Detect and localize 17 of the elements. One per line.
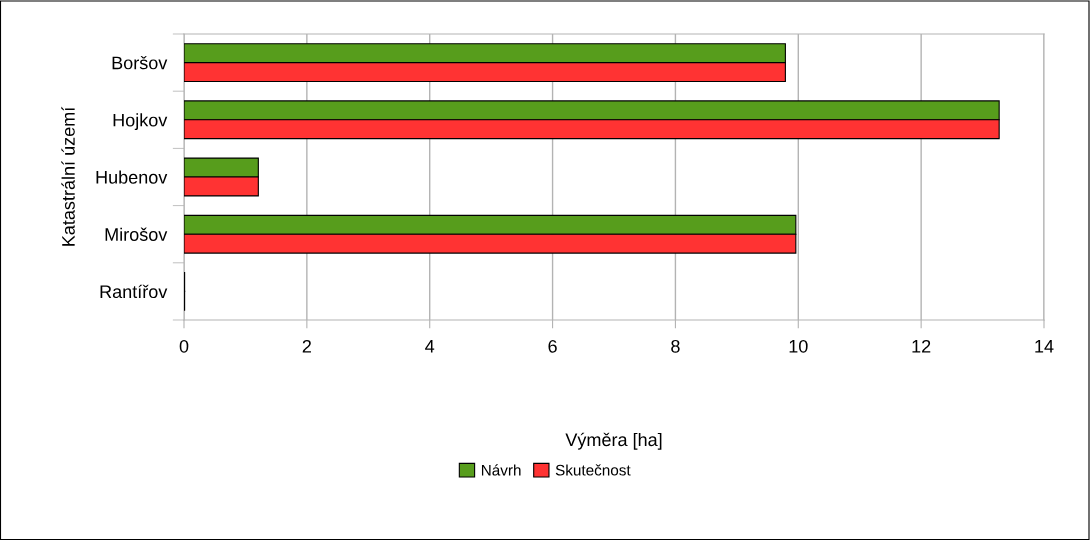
y-tick-label: Mirošov <box>105 227 168 241</box>
x-tick-label: 0 <box>179 339 189 353</box>
legend-label: Skutečnost <box>555 464 631 476</box>
x-tick-label: 12 <box>912 339 931 353</box>
y-axis-title: Katastrální území <box>61 106 75 246</box>
x-tick-label: 2 <box>302 339 311 353</box>
legend-label: Návrh <box>481 464 521 476</box>
y-tick-label: Rantířov <box>100 284 168 299</box>
x-tick-label: 14 <box>1035 340 1054 353</box>
x-axis-title: Výměra [ha] <box>565 432 662 450</box>
y-tick-label: Hubenov <box>96 170 168 184</box>
x-tick-label: 10 <box>789 339 808 353</box>
y-tick-label: Hojkov <box>113 113 168 131</box>
y-tick-label: Boršov <box>112 56 168 70</box>
x-tick-label: 8 <box>671 339 680 353</box>
x-tick-label: 4 <box>425 340 435 353</box>
x-tick-label: 6 <box>548 339 557 353</box>
